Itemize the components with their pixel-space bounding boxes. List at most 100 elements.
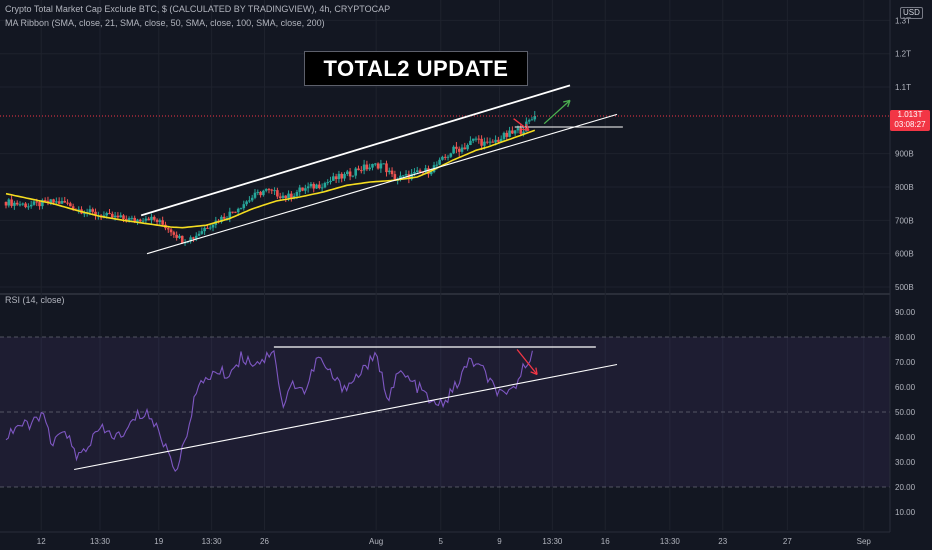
time-axis-label: 23 (718, 537, 727, 546)
candle-up (18, 204, 22, 206)
candle-down (234, 211, 237, 213)
candle-down (111, 213, 114, 218)
candle-down (155, 219, 159, 222)
candle-up (32, 201, 36, 205)
candle-up (466, 145, 469, 150)
candle-up (197, 233, 201, 236)
candle-down (166, 228, 170, 230)
candle-down (43, 200, 47, 202)
candle-up (483, 141, 486, 146)
candle-down (318, 184, 321, 189)
candle-up (220, 216, 223, 222)
rsi-axis-label: 30.00 (895, 458, 916, 467)
candle-up (530, 119, 534, 121)
candle-up (49, 199, 53, 204)
candle-up (429, 171, 433, 175)
candle-up (55, 201, 58, 203)
candle-down (301, 187, 304, 191)
candle-down (10, 199, 13, 206)
candle-up (144, 218, 148, 221)
candle-down (63, 200, 67, 203)
candle-up (326, 182, 330, 184)
candle-up (371, 163, 374, 168)
candle-down (147, 218, 150, 221)
candle-up (415, 170, 419, 172)
candle-up (424, 168, 427, 173)
candle-down (477, 138, 481, 140)
candle-down (359, 170, 363, 172)
candle-up (194, 235, 198, 239)
candle-up (387, 170, 391, 173)
last-price-value: 1.013T (897, 110, 923, 119)
candle-up (27, 206, 30, 208)
time-axis-label: 5 (439, 537, 444, 546)
candle-down (175, 234, 178, 238)
rsi-axis-label: 80.00 (895, 333, 916, 342)
candle-up (298, 187, 302, 192)
candle-down (222, 216, 226, 219)
candle-down (71, 206, 75, 210)
candle-up (41, 200, 44, 207)
candle-down (340, 173, 344, 179)
candle-up (295, 191, 299, 196)
price-axis-label: 1.1T (895, 83, 911, 92)
candle-down (52, 199, 55, 203)
currency-button[interactable]: USD (900, 7, 923, 19)
candle-up (158, 220, 162, 222)
candle-up (304, 188, 307, 191)
candle-up (441, 156, 444, 160)
candle-up (373, 163, 377, 165)
candle-up (60, 200, 64, 204)
candle-up (438, 159, 441, 165)
candle-up (488, 141, 492, 143)
rsi-legend: RSI (14, close) (5, 295, 65, 305)
candle-up (329, 180, 332, 183)
candle-down (270, 189, 274, 191)
time-axis-label: Aug (369, 537, 383, 546)
candle-down (138, 219, 142, 222)
rsi-axis-label: 10.00 (895, 508, 916, 517)
candle-down (393, 174, 397, 181)
candle-down (290, 193, 293, 199)
candle-up (309, 183, 313, 187)
candle-up (516, 128, 520, 131)
candle-down (485, 141, 489, 143)
candle-up (401, 175, 405, 177)
candle-up (7, 199, 11, 206)
rsi-support-line (74, 363, 618, 471)
candle-down (511, 130, 514, 134)
candle-up (410, 173, 413, 180)
candle-up (21, 203, 25, 205)
candle-down (192, 237, 195, 239)
price-axis-label: 600B (895, 250, 914, 259)
price-axis-label: 700B (895, 216, 914, 225)
candle-down (443, 156, 447, 158)
candle-down (278, 196, 282, 198)
candle-down (172, 232, 176, 235)
candle-down (152, 216, 156, 220)
rsi-line (5, 349, 533, 473)
candle-down (505, 132, 509, 137)
candle-up (281, 195, 285, 198)
candle-down (427, 168, 430, 175)
candle-up (203, 227, 206, 232)
candle-down (491, 141, 495, 143)
candle-up (354, 168, 358, 176)
upper-channel-line (140, 84, 571, 217)
ma-ribbon-legend: MA Ribbon (SMA, close, 21, SMA, close, 5… (5, 18, 325, 28)
time-axis-label: 13:30 (202, 537, 223, 546)
candle-up (315, 184, 318, 189)
rsi-axis-label: 70.00 (895, 358, 916, 367)
candle-up (250, 197, 254, 201)
candle-up (264, 189, 268, 191)
rsi-axis-label: 40.00 (895, 433, 916, 442)
time-axis-label: Sep (857, 537, 872, 546)
candle-up (379, 163, 383, 169)
candle-down (376, 163, 380, 169)
candle-down (385, 163, 388, 173)
candle-up (413, 171, 416, 174)
candle-up (253, 192, 257, 198)
candle-up (320, 187, 324, 189)
candle-down (122, 215, 125, 219)
